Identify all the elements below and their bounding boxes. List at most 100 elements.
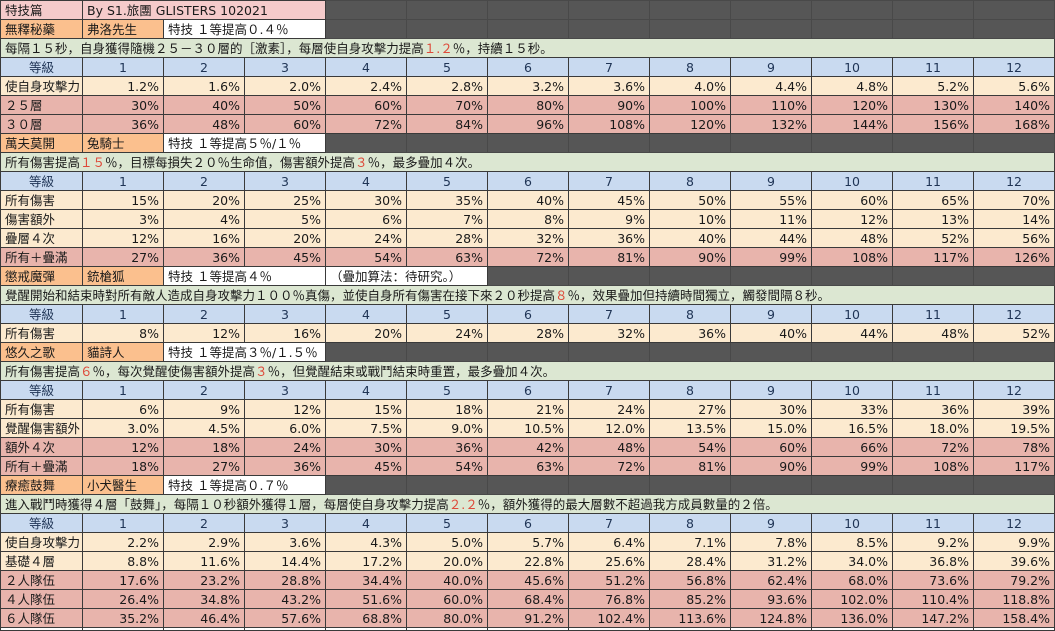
level-header-label[interactable]: 等級 [0, 513, 83, 533]
value-cell[interactable]: 4.4% [730, 76, 813, 96]
level-header-cell[interactable]: 1 [82, 380, 164, 400]
value-cell[interactable]: 30% [82, 95, 164, 115]
value-cell[interactable]: 110% [730, 95, 813, 115]
value-cell[interactable]: 40.0% [406, 570, 489, 590]
level-header-cell[interactable]: 12 [973, 304, 1055, 324]
value-cell[interactable]: 26.4% [82, 589, 164, 609]
value-cell[interactable]: 85.2% [649, 589, 732, 609]
value-cell[interactable]: 113.6% [649, 608, 732, 628]
value-cell[interactable]: 56.8% [649, 570, 732, 590]
level-header-cell[interactable]: 6 [487, 57, 570, 77]
value-cell[interactable]: 55% [730, 190, 813, 210]
value-cell[interactable]: 126% [973, 247, 1055, 267]
value-cell[interactable]: 36% [163, 247, 245, 267]
value-cell[interactable]: 8% [487, 209, 570, 229]
value-cell[interactable]: 36% [82, 114, 164, 134]
character-name-cell[interactable]: 弗洛先生 [82, 19, 164, 39]
value-cell[interactable]: 99% [730, 247, 813, 267]
level-header-cell[interactable]: 4 [325, 171, 408, 191]
value-cell[interactable]: 36% [406, 437, 489, 457]
value-cell[interactable]: 10.5% [487, 418, 570, 438]
value-cell[interactable]: 80.0% [406, 608, 489, 628]
level-header-cell[interactable]: 3 [243, 304, 327, 324]
value-cell[interactable]: 16% [163, 228, 245, 248]
level-header-cell[interactable]: 4 [325, 513, 408, 533]
level-header-cell[interactable]: 9 [730, 57, 813, 77]
level-header-label[interactable]: 等級 [0, 380, 83, 400]
value-cell[interactable]: 24% [406, 323, 489, 343]
value-cell[interactable]: 50% [649, 190, 732, 210]
level-header-cell[interactable]: 9 [730, 380, 813, 400]
value-cell[interactable]: 50% [243, 95, 327, 115]
value-cell[interactable]: 54% [649, 437, 732, 457]
value-cell[interactable]: 45% [568, 190, 651, 210]
value-cell[interactable]: 12% [243, 399, 327, 419]
value-cell[interactable]: 3.6% [568, 76, 651, 96]
level-header-cell[interactable]: 8 [649, 380, 732, 400]
level-header-cell[interactable]: 12 [973, 171, 1055, 191]
value-cell[interactable]: 9% [568, 209, 651, 229]
value-cell[interactable]: 17.6% [82, 570, 164, 590]
value-cell[interactable]: 72% [487, 247, 570, 267]
level-header-cell[interactable]: 2 [163, 513, 245, 533]
value-cell[interactable]: 6% [325, 209, 408, 229]
level-header-cell[interactable]: 1 [82, 304, 164, 324]
row-label-cell[interactable]: 使自身攻擊力 [0, 532, 83, 552]
value-cell[interactable]: 3.0% [82, 418, 164, 438]
value-cell[interactable]: 60% [730, 437, 813, 457]
value-cell[interactable]: 56% [973, 228, 1055, 248]
value-cell[interactable]: 57.6% [243, 608, 327, 628]
value-cell[interactable]: 108% [811, 247, 894, 267]
value-cell[interactable]: 60% [811, 190, 894, 210]
level-header-cell[interactable]: 12 [973, 380, 1055, 400]
level-header-cell[interactable]: 2 [163, 171, 245, 191]
value-cell[interactable]: 14.4% [243, 551, 327, 571]
value-cell[interactable]: 32% [487, 228, 570, 248]
row-label-cell[interactable]: ６人隊伍 [0, 608, 83, 628]
value-cell[interactable]: 20% [243, 228, 327, 248]
value-cell[interactable]: 30% [325, 190, 408, 210]
level-header-cell[interactable]: 10 [811, 380, 894, 400]
value-cell[interactable]: 30% [730, 399, 813, 419]
level-header-cell[interactable]: 8 [649, 57, 732, 77]
value-cell[interactable]: 102.0% [811, 589, 894, 609]
value-cell[interactable]: 120% [811, 95, 894, 115]
value-cell[interactable]: 44% [730, 228, 813, 248]
value-cell[interactable]: 91.2% [487, 608, 570, 628]
value-cell[interactable]: 51.2% [568, 570, 651, 590]
value-cell[interactable]: 23.2% [163, 570, 245, 590]
value-cell[interactable]: 21% [487, 399, 570, 419]
value-cell[interactable]: 80% [487, 95, 570, 115]
value-cell[interactable]: 24% [243, 437, 327, 457]
value-cell[interactable]: 147.2% [892, 608, 975, 628]
value-cell[interactable]: 108% [568, 114, 651, 134]
row-label-cell[interactable]: 所有傷害 [0, 323, 83, 343]
value-cell[interactable]: 70% [973, 190, 1055, 210]
value-cell[interactable]: 52% [973, 323, 1055, 343]
level-header-cell[interactable]: 6 [487, 513, 570, 533]
level-header-cell[interactable]: 9 [730, 513, 813, 533]
value-cell[interactable]: 18.0% [892, 418, 975, 438]
value-cell[interactable]: 7.1% [649, 532, 732, 552]
value-cell[interactable]: 24% [568, 399, 651, 419]
value-cell[interactable]: 7.5% [325, 418, 408, 438]
level-header-cell[interactable]: 4 [325, 57, 408, 77]
level-header-cell[interactable]: 11 [892, 171, 975, 191]
level-header-cell[interactable]: 12 [973, 513, 1055, 533]
skill-name-cell[interactable]: 萬夫莫開 [0, 133, 83, 153]
value-cell[interactable]: 9.0% [406, 418, 489, 438]
value-cell[interactable]: 79.2% [973, 570, 1055, 590]
level-header-cell[interactable]: 2 [163, 380, 245, 400]
value-cell[interactable]: 45% [243, 247, 327, 267]
row-label-cell[interactable]: ２５層 [0, 95, 83, 115]
value-cell[interactable]: 124.8% [730, 608, 813, 628]
row-label-cell[interactable]: ２人隊伍 [0, 570, 83, 590]
value-cell[interactable]: 48% [568, 437, 651, 457]
row-label-cell[interactable]: 額外４次 [0, 437, 83, 457]
value-cell[interactable]: 36% [568, 228, 651, 248]
value-cell[interactable]: 4.8% [811, 76, 894, 96]
level-header-cell[interactable]: 5 [406, 380, 489, 400]
character-name-cell[interactable]: 貓詩人 [82, 342, 164, 362]
row-label-cell[interactable]: 所有傷害 [0, 399, 83, 419]
value-cell[interactable]: 4.3% [325, 532, 408, 552]
